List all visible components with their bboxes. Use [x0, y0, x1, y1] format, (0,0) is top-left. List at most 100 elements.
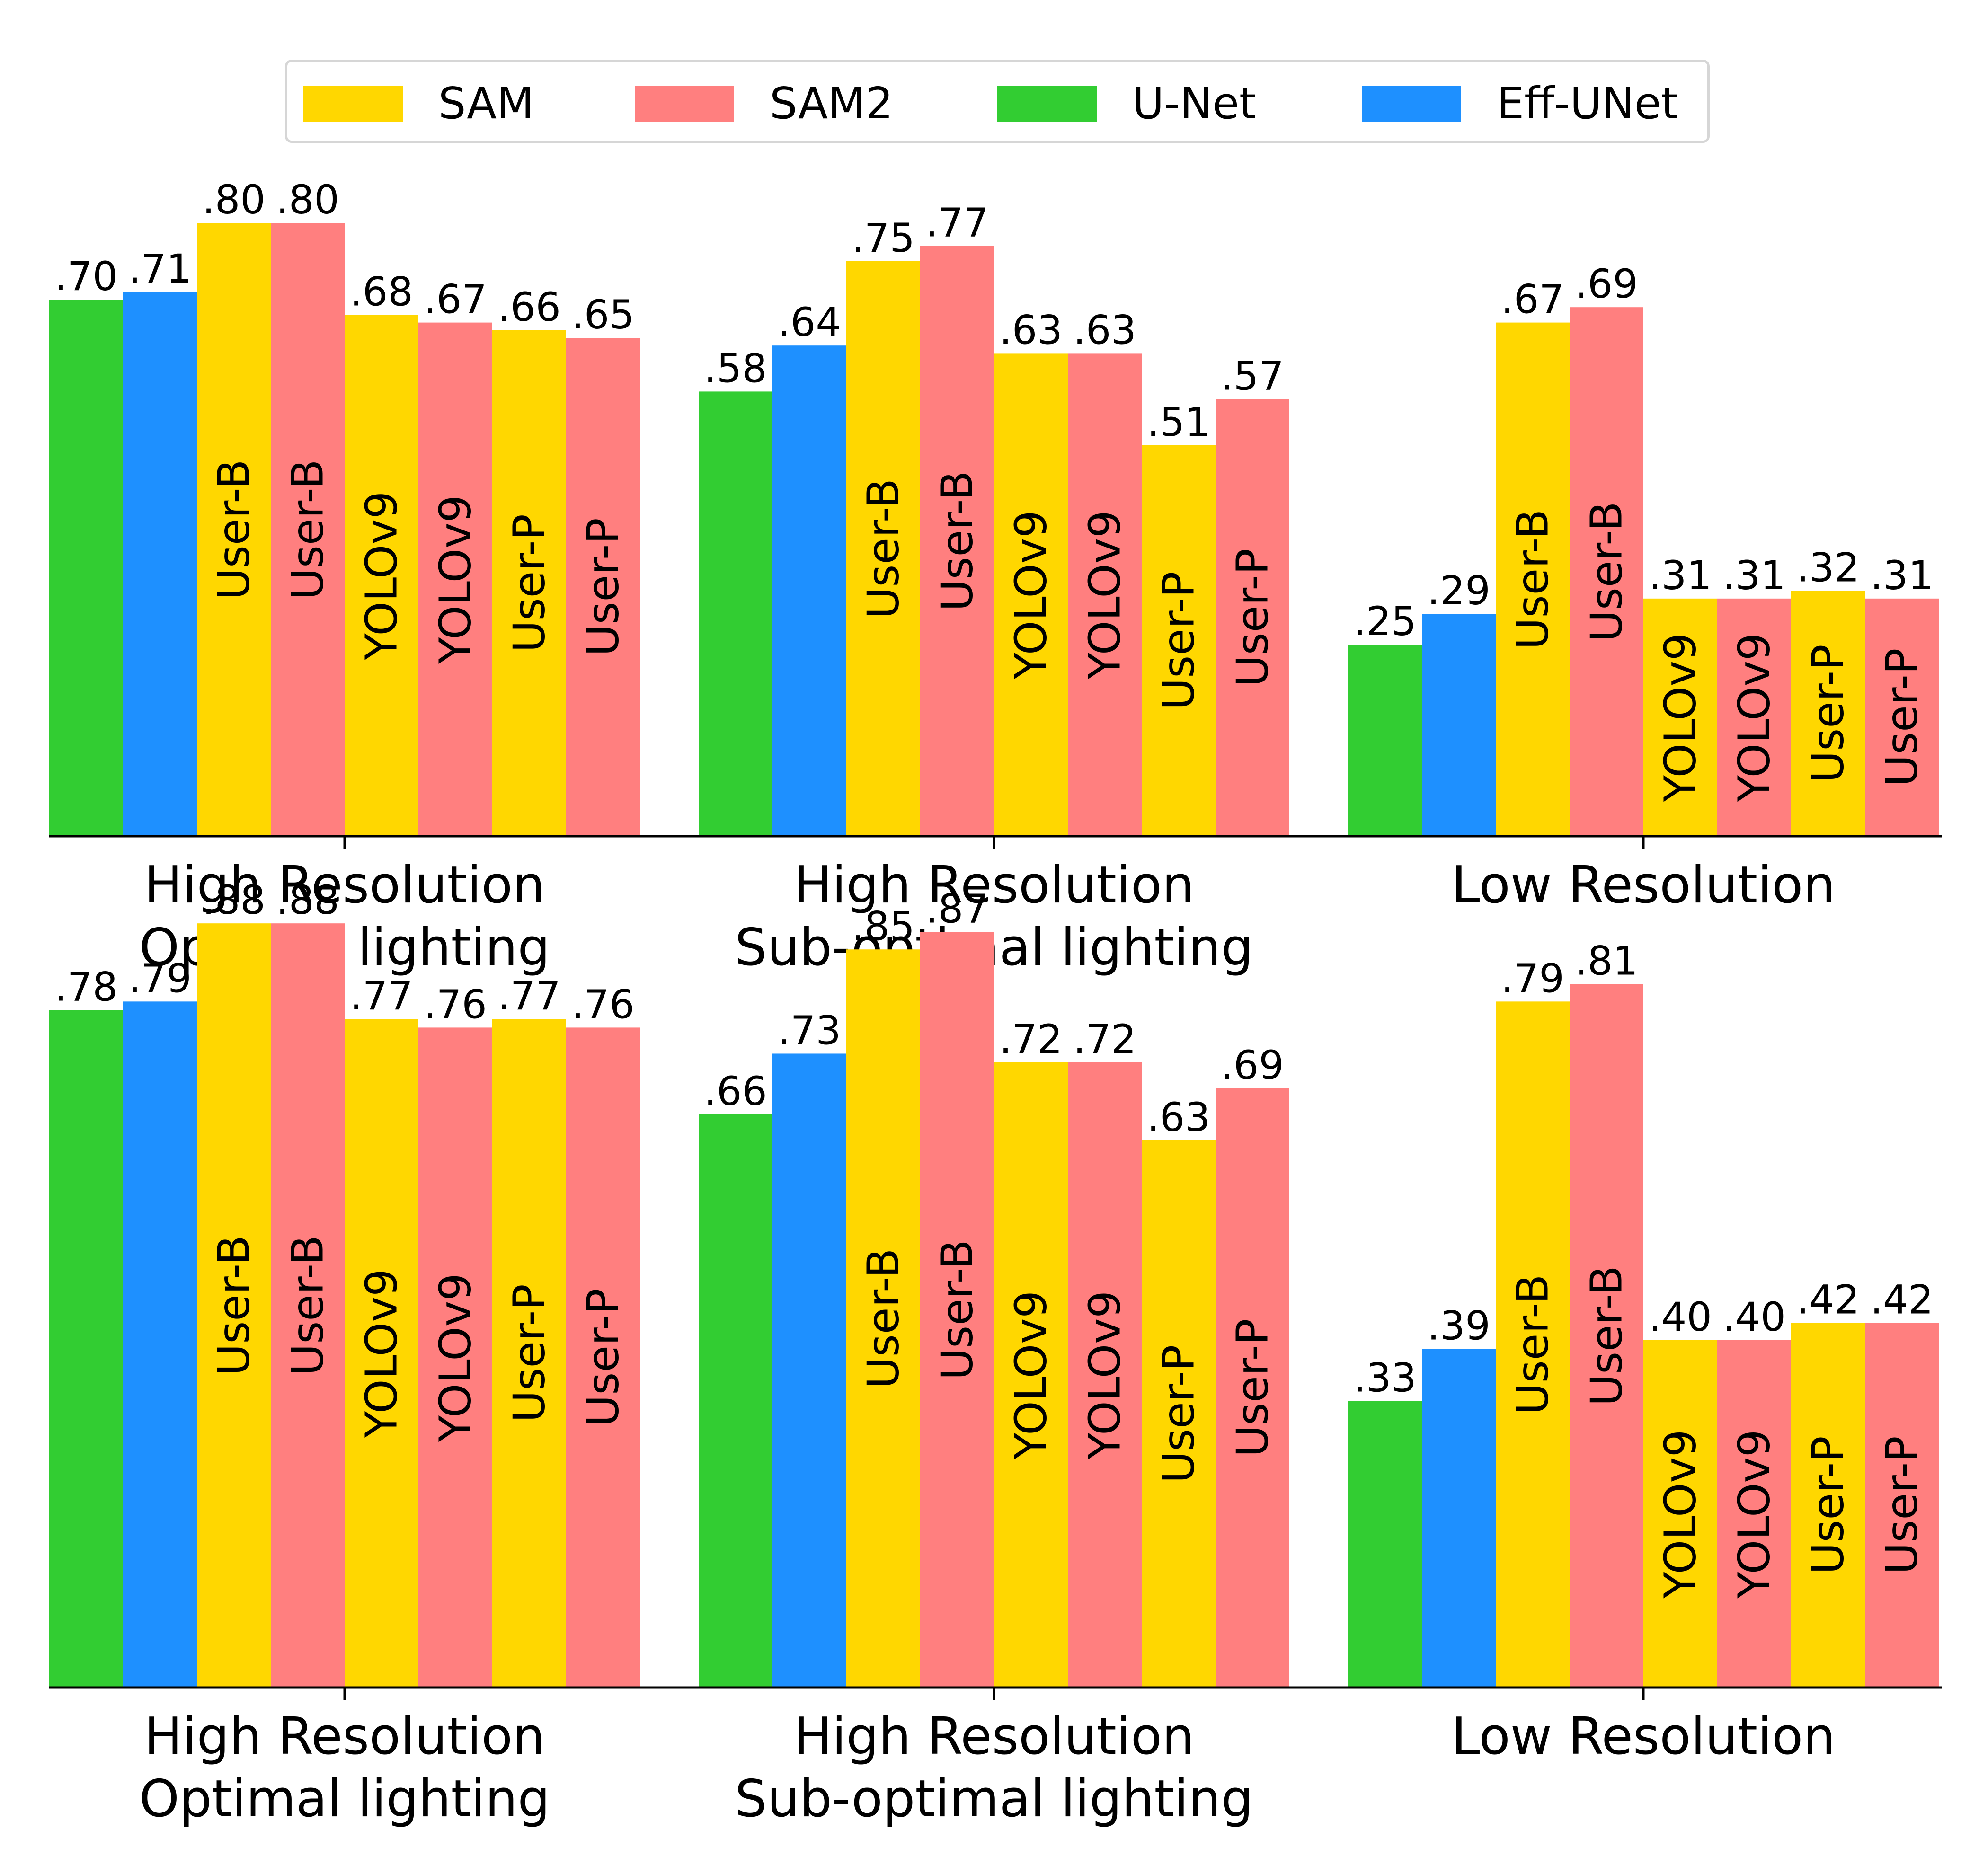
- value-label-bottom-g2-b1: .66: [704, 1068, 767, 1114]
- bar-inner-label-bottom-g3-b8: User-P: [1877, 1436, 1927, 1574]
- bar-bottom-g1-sam-yolov9: [345, 1019, 418, 1688]
- bar-bottom-g2-eff-unet: [772, 1053, 846, 1688]
- value-label-top-g3-b8: .31: [1870, 552, 1934, 599]
- bar-bottom-g2-u-net: [699, 1114, 772, 1688]
- value-label-top-g3-b5: .31: [1649, 552, 1712, 599]
- bar-top-g2-sam2-user-p: [1216, 399, 1289, 836]
- bar-bottom-g3-sam-yolov9: [1643, 1340, 1717, 1688]
- value-label-bottom-g3-b3: .79: [1501, 955, 1564, 1001]
- group-label-bottom-g2-line2: Sub-optimal lighting: [735, 1769, 1253, 1829]
- bar-inner-label-top-g2-b7: User-P: [1154, 572, 1204, 710]
- bar-inner-label-top-g1-b7: User-P: [504, 514, 555, 653]
- bar-top-g3-eff-unet: [1422, 614, 1496, 836]
- bar-top-g2-u-net: [699, 391, 772, 836]
- bar-inner-label-bottom-g1-b6: YOLOv9: [430, 1273, 481, 1442]
- bar-inner-label-bottom-g2-b4: User-B: [932, 1239, 983, 1380]
- group-label-top-g1-line1: High Resolution: [144, 856, 545, 915]
- bar-top-g3-sam2-yolov9: [1717, 598, 1791, 836]
- value-label-top-g1-b3: .80: [202, 177, 266, 223]
- bar-bottom-g1-sam-user-b: [197, 923, 271, 1688]
- bar-inner-label-bottom-g3-b6: YOLOv9: [1729, 1430, 1780, 1599]
- bar-inner-label-bottom-g2-b7: User-P: [1154, 1345, 1204, 1484]
- bar-inner-label-top-g2-b3: User-B: [858, 478, 909, 619]
- group-label-bottom-g2-line1: High Resolution: [794, 1707, 1195, 1766]
- bar-top-g1-sam-yolov9: [345, 315, 418, 836]
- value-label-top-g3-b2: .29: [1427, 567, 1491, 614]
- value-label-top-g1-b1: .70: [54, 253, 118, 300]
- bar-inner-label-top-g3-b7: User-P: [1803, 645, 1854, 783]
- bar-top-g1-eff-unet: [123, 292, 197, 836]
- legend-label-sam: SAM: [438, 78, 534, 129]
- legend-label-effunet: Eff-UNet: [1497, 78, 1678, 129]
- value-label-bottom-g2-b5: .72: [999, 1016, 1063, 1062]
- bar-inner-label-bottom-g2-b6: YOLOv9: [1080, 1291, 1130, 1460]
- bar-inner-label-top-g2-b4: User-B: [932, 471, 983, 611]
- value-label-top-g1-b6: .67: [424, 276, 487, 323]
- bar-top-g3-sam-user-p: [1791, 591, 1865, 836]
- value-label-top-g2-b7: .51: [1147, 399, 1210, 445]
- bar-inner-label-bottom-g3-b5: YOLOv9: [1655, 1430, 1706, 1599]
- legend-label-unet: U-Net: [1132, 78, 1257, 129]
- bar-top-g2-sam-user-b: [846, 261, 920, 836]
- bar-inner-label-bottom-g2-b5: YOLOv9: [1006, 1291, 1056, 1460]
- value-label-bottom-g3-b8: .42: [1870, 1276, 1934, 1323]
- bar-top-g1-u-net: [49, 300, 123, 836]
- chart-legend: SAM SAM2 U-Net Eff-UNet: [285, 60, 1710, 143]
- bar-top-g3-sam2-user-p: [1865, 598, 1939, 836]
- value-label-bottom-g2-b7: .63: [1147, 1094, 1210, 1140]
- group-label-top-g3-line1: Low Resolution: [1451, 856, 1835, 915]
- value-label-top-g1-b4: .80: [276, 177, 339, 223]
- value-label-top-g2-b3: .75: [852, 215, 915, 261]
- value-label-bottom-g2-b3: .85: [852, 903, 915, 949]
- bar-inner-label-top-g1-b8: User-P: [578, 518, 629, 656]
- bar-inner-label-bottom-g2-b8: User-P: [1227, 1319, 1278, 1458]
- bar-bottom-g3-u-net: [1348, 1401, 1422, 1688]
- bar-bottom-g3-sam-user-p: [1791, 1323, 1865, 1688]
- bar-inner-label-bottom-g2-b3: User-B: [858, 1248, 909, 1389]
- bar-inner-label-bottom-g3-b4: User-B: [1581, 1265, 1632, 1406]
- bar-bottom-g2-sam2-user-b: [920, 932, 994, 1688]
- legend-swatch-sam: [303, 86, 403, 122]
- value-label-bottom-g3-b2: .39: [1427, 1302, 1491, 1349]
- value-label-top-g3-b6: .31: [1722, 552, 1786, 599]
- bar-top-g3-sam2-user-b: [1570, 307, 1643, 837]
- bar-top-g2-sam-user-p: [1142, 445, 1216, 836]
- bar-top-g2-sam-yolov9: [994, 353, 1068, 836]
- bar-inner-label-top-g1-b4: User-B: [283, 460, 333, 600]
- group-label-bottom-g3-line1: Low Resolution: [1451, 1707, 1835, 1766]
- value-label-top-g2-b8: .57: [1221, 353, 1284, 399]
- bar-bottom-g2-sam2-yolov9: [1068, 1062, 1142, 1688]
- legend-swatch-sam2: [635, 86, 734, 122]
- legend-swatch-unet: [997, 86, 1097, 122]
- bar-bottom-g2-sam2-user-p: [1216, 1088, 1289, 1688]
- bar-bottom-g2-sam-user-p: [1142, 1140, 1216, 1688]
- bar-bottom-g3-sam2-user-p: [1865, 1323, 1939, 1688]
- value-label-top-g1-b7: .66: [497, 284, 561, 330]
- value-label-bottom-g1-b5: .77: [350, 972, 413, 1019]
- bar-inner-label-bottom-g1-b5: YOLOv9: [356, 1269, 407, 1438]
- value-label-top-g2-b1: .58: [704, 345, 767, 391]
- value-label-bottom-g1-b3: .88: [202, 877, 266, 923]
- bar-bottom-g2-sam-user-b: [846, 949, 920, 1688]
- value-label-bottom-g1-b4: .88: [276, 877, 339, 923]
- bar-inner-label-bottom-g1-b3: User-B: [209, 1235, 259, 1376]
- bar-bottom-g1-sam2-user-p: [566, 1027, 640, 1688]
- value-label-top-g3-b3: .67: [1501, 276, 1564, 323]
- bar-inner-label-top-g3-b6: YOLOv9: [1729, 633, 1780, 802]
- value-label-bottom-g1-b1: .78: [54, 964, 118, 1010]
- bar-top-g3-u-net: [1348, 645, 1422, 836]
- legend-swatch-effunet: [1362, 86, 1461, 122]
- value-label-top-g3-b1: .25: [1353, 598, 1417, 645]
- value-label-top-g2-b5: .63: [999, 307, 1063, 353]
- value-label-top-g2-b4: .77: [925, 200, 989, 246]
- value-label-top-g1-b2: .71: [128, 246, 192, 292]
- bar-top-g1-sam-user-b: [197, 223, 271, 836]
- value-label-bottom-g2-b2: .73: [778, 1007, 841, 1053]
- group-label-bottom-g1-line2: Optimal lighting: [139, 1769, 550, 1829]
- bar-inner-label-top-g2-b8: User-P: [1227, 548, 1278, 687]
- bar-top-g3-sam-yolov9: [1643, 598, 1717, 836]
- bar-bottom-g3-sam2-user-b: [1570, 984, 1643, 1688]
- bar-inner-label-top-g3-b8: User-P: [1877, 648, 1927, 787]
- bar-top-g3-sam-user-b: [1496, 322, 1570, 836]
